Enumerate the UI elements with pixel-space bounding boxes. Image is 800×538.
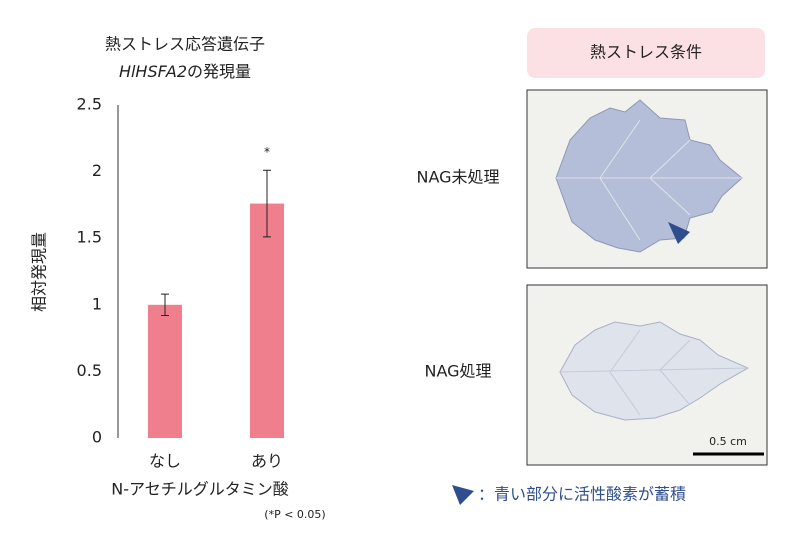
x-tick-label: なし <box>149 452 181 471</box>
chart-title: 熱ストレス応答遺伝子 <box>105 35 265 54</box>
arrowhead <box>668 222 690 244</box>
panel-header-box <box>527 28 765 78</box>
error-bar <box>263 169 271 238</box>
gene-name: HlHSFA2 <box>119 62 187 81</box>
x-axis-label: N-アセチルグルタミン酸 <box>111 480 288 499</box>
legend-text: ：青い部分に活性酸素が蓄積 <box>478 485 686 504</box>
scale-bar-label: 0.5 cm <box>709 435 747 448</box>
y-tick-label: 2.5 <box>77 95 102 114</box>
bar <box>250 203 284 438</box>
x-tick-label: あり <box>251 452 283 471</box>
y-tick-label: 2 <box>92 161 102 180</box>
title-rest: の発現量 <box>187 62 251 81</box>
error-bar <box>161 293 169 316</box>
panel-header: 熱ストレス条件 <box>590 43 702 62</box>
y-tick-label: 1 <box>92 294 102 313</box>
y-axis-label: 相対発現量 <box>30 232 49 312</box>
bar <box>148 304 182 438</box>
leaf <box>559 321 750 421</box>
leaf-veins <box>556 119 742 241</box>
note: (*P < 0.05) <box>264 508 325 521</box>
leaf-veins <box>559 329 749 416</box>
chart-title-line2: HlHSFA2の発現量 <box>119 62 251 81</box>
y-tick-label: 0 <box>92 428 102 447</box>
y-tick-label: 1.5 <box>77 228 102 247</box>
significance: * <box>264 145 270 159</box>
row-label: NAG処理 <box>424 362 491 381</box>
legend-arrowhead <box>452 485 474 505</box>
leaf <box>555 99 743 253</box>
row-label: NAG未処理 <box>416 168 499 187</box>
y-tick-label: 0.5 <box>77 361 102 380</box>
